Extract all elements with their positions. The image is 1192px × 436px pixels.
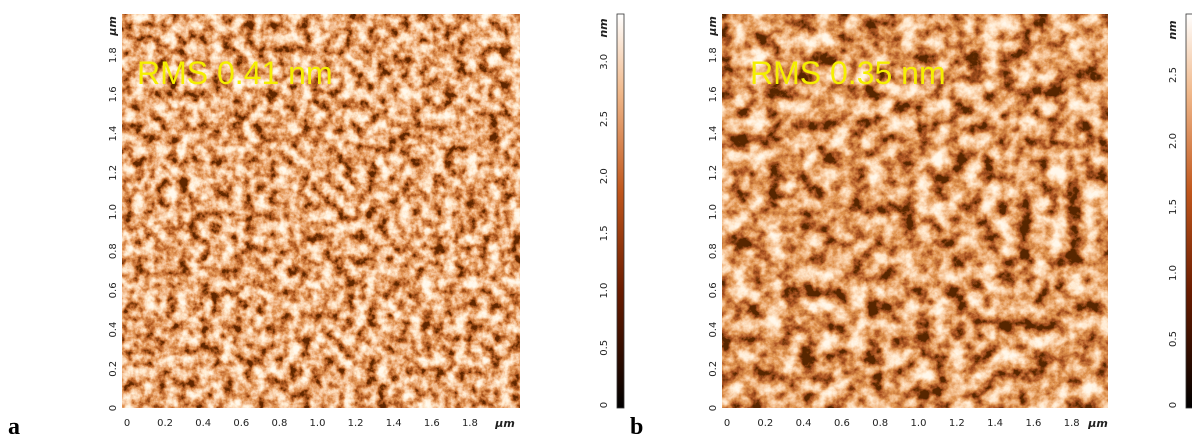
y-tick-label: 0.2 xyxy=(108,361,119,377)
afm-image xyxy=(722,14,1108,408)
y-tick-label: 1.6 xyxy=(708,86,719,102)
x-tick-label: 1.2 xyxy=(949,418,965,429)
x-tick-label: 1.2 xyxy=(348,418,364,429)
panel-label: a xyxy=(8,414,20,436)
colorbar xyxy=(1185,13,1192,409)
y-tick-label: 1.4 xyxy=(708,126,719,142)
x-tick-label: 1.0 xyxy=(310,418,326,429)
x-tick-label: 1.6 xyxy=(424,418,440,429)
y-tick-label: 0.6 xyxy=(108,282,119,298)
x-unit: μm xyxy=(1087,417,1108,430)
y-tick-label: 0.8 xyxy=(108,243,119,259)
x-tick-label: 1.4 xyxy=(987,418,1003,429)
y-tick-label: 1.4 xyxy=(108,126,119,142)
y-tick-label: 0.8 xyxy=(708,243,719,259)
y-tick-label: 1.0 xyxy=(108,204,119,220)
colorbar-tick-label: 3.0 xyxy=(599,54,610,70)
y-tick-label: 1.8 xyxy=(708,47,719,63)
x-tick-label: 1.8 xyxy=(1064,418,1080,429)
y-tick-label: 1.2 xyxy=(108,165,119,181)
afm-image xyxy=(122,14,520,408)
x-tick-label: 0.4 xyxy=(195,418,211,429)
x-tick-label: 0.8 xyxy=(872,418,888,429)
colorbar-tick-label: 2.0 xyxy=(599,168,610,184)
panel-label: b xyxy=(630,414,643,436)
colorbar-tick-label: 0.5 xyxy=(599,340,610,356)
x-tick-label: 0 xyxy=(124,418,130,429)
y-tick-label: 0.6 xyxy=(708,282,719,298)
x-tick-label: 1.6 xyxy=(1025,418,1041,429)
x-tick-label: 0.2 xyxy=(757,418,773,429)
x-unit: μm xyxy=(494,417,515,430)
colorbar xyxy=(616,13,625,409)
y-tick-label: 0 xyxy=(708,405,719,411)
y-tick-label: 0.2 xyxy=(708,361,719,377)
y-unit: μm xyxy=(706,16,719,37)
rms-annotation: RMS 0.35 nm xyxy=(750,55,946,91)
x-tick-label: 0.6 xyxy=(834,418,850,429)
x-tick-label: 1.4 xyxy=(386,418,402,429)
y-tick-label: 1.2 xyxy=(708,165,719,181)
rms-annotation: RMS 0.41 nm xyxy=(137,55,333,91)
colorbar-tick-label: 0 xyxy=(599,402,610,408)
x-tick-label: 1.8 xyxy=(462,418,478,429)
colorbar-tick-label: 1.5 xyxy=(1168,199,1179,215)
colorbar-tick-label: 1.0 xyxy=(1168,265,1179,281)
colorbar-unit: nm xyxy=(597,18,610,37)
colorbar-tick-label: 0 xyxy=(1168,402,1179,408)
colorbar-unit: nm xyxy=(1166,20,1179,39)
x-tick-label: 0.4 xyxy=(796,418,812,429)
colorbar-tick-label: 1.5 xyxy=(599,225,610,241)
colorbar-tick-label: 0.5 xyxy=(1168,331,1179,347)
colorbar-tick-label: 2.0 xyxy=(1168,133,1179,149)
y-tick-label: 0.4 xyxy=(708,322,719,338)
y-tick-label: 0 xyxy=(108,405,119,411)
x-tick-label: 0 xyxy=(724,418,730,429)
x-tick-label: 0.6 xyxy=(233,418,249,429)
colorbar-tick-label: 2.5 xyxy=(599,111,610,127)
y-tick-label: 0.4 xyxy=(108,322,119,338)
x-tick-label: 0.2 xyxy=(157,418,173,429)
colorbar-tick-label: 2.5 xyxy=(1168,67,1179,83)
colorbar-tick-label: 1.0 xyxy=(599,283,610,299)
x-tick-label: 0.8 xyxy=(271,418,287,429)
y-unit: μm xyxy=(106,16,119,37)
y-tick-label: 1.0 xyxy=(708,204,719,220)
y-tick-label: 1.8 xyxy=(108,47,119,63)
y-tick-label: 1.6 xyxy=(108,86,119,102)
x-tick-label: 1.0 xyxy=(911,418,927,429)
